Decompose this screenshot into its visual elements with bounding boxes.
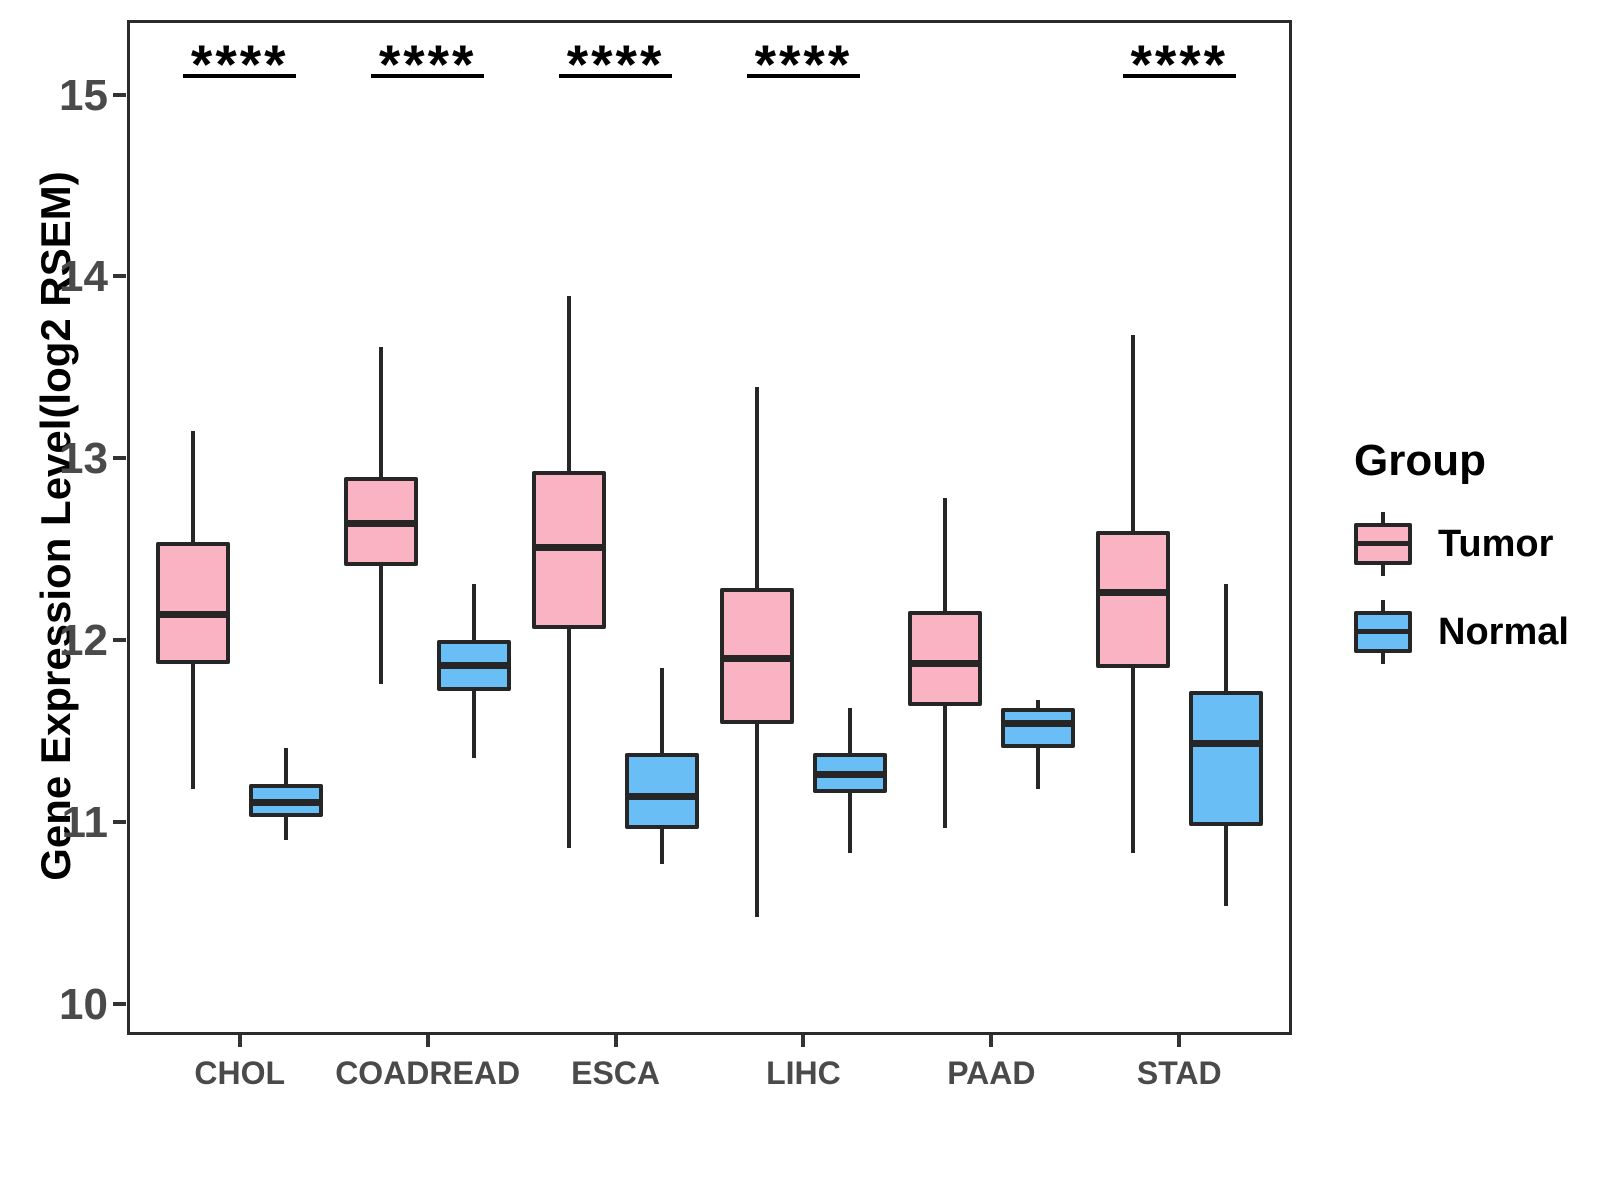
x-tick-mark (425, 1035, 430, 1047)
legend-label-tumor: Tumor (1438, 522, 1554, 565)
x-tick-label-paad: PAAD (947, 1055, 1036, 1091)
significance-stars-coadread: **** (378, 33, 477, 95)
significance-line-esca (559, 74, 673, 78)
legend-item-tumor: Tumor (1354, 512, 1569, 576)
box-paad-tumor (907, 611, 982, 706)
y-tick-label: 14 (59, 252, 108, 302)
y-tick-mark (113, 92, 126, 97)
x-tick-label-esca: ESCA (571, 1055, 660, 1091)
y-tick-mark (113, 1002, 126, 1007)
box-paad-normal (1000, 707, 1075, 748)
significance-stars-lihc: **** (754, 33, 853, 95)
y-tick-mark (113, 274, 126, 279)
significance-line-lihc (746, 74, 860, 78)
significance-line-coadread (371, 74, 485, 78)
legend-item-normal: Normal (1354, 600, 1569, 664)
plot-panel (127, 20, 1292, 1035)
tumor-boxplot-glyph-icon (1354, 512, 1412, 576)
x-tick-mark (801, 1035, 806, 1047)
x-tick-mark (989, 1035, 994, 1047)
y-tick-label: 13 (59, 434, 108, 484)
median-paad-normal (1000, 720, 1075, 728)
box-stad-normal (1188, 691, 1263, 826)
x-tick-label-lihc: LIHC (766, 1055, 841, 1091)
x-tick-label-chol: CHOL (194, 1055, 286, 1091)
median-lihc-tumor (719, 654, 794, 662)
legend: Group Tumor Normal (1340, 436, 1569, 688)
y-tick-mark (113, 638, 126, 643)
median-stad-normal (1188, 740, 1263, 748)
median-esca-tumor (532, 544, 607, 551)
x-tick-mark (1177, 1035, 1182, 1047)
y-tick-label: 10 (59, 980, 108, 1030)
y-tick-label: 15 (59, 70, 108, 120)
median-coadread-tumor (344, 520, 419, 528)
box-chol-tumor (156, 542, 231, 664)
median-chol-tumor (156, 611, 231, 619)
x-tick-label-stad: STAD (1136, 1055, 1222, 1091)
median-stad-tumor (1095, 589, 1170, 597)
legend-label-normal: Normal (1438, 610, 1569, 653)
box-stad-tumor (1095, 531, 1170, 668)
significance-stars-chol: **** (190, 33, 289, 95)
median-esca-normal (625, 793, 700, 801)
legend-title: Group (1354, 436, 1486, 485)
median-lihc-normal (812, 771, 887, 779)
x-tick-mark (237, 1035, 242, 1047)
significance-stars-esca: **** (566, 33, 665, 95)
y-tick-mark (113, 456, 126, 461)
x-tick-mark (613, 1035, 618, 1047)
significance-stars-stad: **** (1130, 33, 1229, 95)
y-tick-label: 11 (61, 798, 108, 848)
median-chol-normal (249, 798, 324, 806)
x-tick-label-coadread: COADREAD (335, 1055, 521, 1091)
significance-line-chol (183, 74, 297, 78)
y-tick-label: 12 (59, 616, 108, 666)
median-coadread-normal (437, 662, 512, 670)
normal-boxplot-glyph-icon (1354, 600, 1412, 664)
significance-line-stad (1122, 74, 1236, 78)
y-tick-mark (113, 820, 126, 825)
box-esca-normal (625, 753, 700, 830)
median-paad-tumor (907, 660, 982, 668)
